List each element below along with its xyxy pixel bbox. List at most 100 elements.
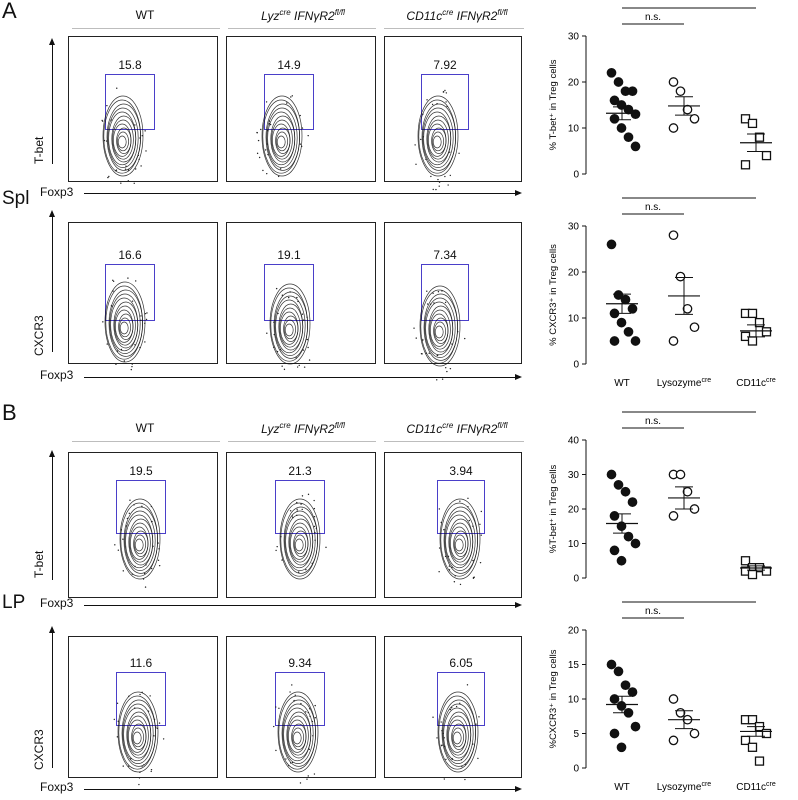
data-point	[616, 555, 627, 566]
data-point	[761, 327, 772, 337]
contour-blob	[266, 283, 311, 371]
data-point	[682, 104, 693, 115]
data-point	[761, 150, 772, 161]
gate-box	[275, 480, 325, 534]
data-point	[627, 497, 638, 507]
col-header-divider	[228, 28, 376, 29]
significance-label: *	[687, 190, 692, 197]
data-point	[606, 469, 617, 480]
gate-percentage: 14.9	[277, 58, 301, 72]
gate-box	[437, 480, 485, 534]
y-tick-label: 30	[568, 32, 580, 43]
significance-bracket: n.s.	[622, 606, 684, 619]
data-point	[606, 239, 617, 250]
data-point	[630, 538, 641, 549]
y-axis-label: % CXCR3⁺ in Treg cells	[548, 244, 559, 346]
data-point	[668, 77, 679, 87]
tissue-label-lp: LP	[2, 592, 26, 613]
y-tick-label: 20	[568, 505, 580, 516]
category-label: CD11ccre	[736, 377, 776, 389]
data-point	[747, 308, 758, 319]
contour-blob	[275, 493, 327, 580]
col-header-divider	[72, 441, 220, 442]
gate-box	[116, 480, 166, 534]
gate-percentage: 19.1	[277, 248, 301, 262]
data-point	[623, 326, 634, 337]
gate-box	[264, 74, 314, 130]
y-tick-label: 20	[568, 78, 580, 89]
data-point	[620, 294, 631, 305]
gate-percentage: 3.94	[449, 464, 473, 478]
y-tick-label: 10	[568, 314, 580, 325]
data-point	[620, 486, 631, 497]
data-point	[675, 707, 686, 718]
data-point	[761, 566, 772, 576]
y-tick-label: 20	[568, 626, 580, 637]
significance-label: n.s.	[645, 202, 661, 213]
data-point	[747, 118, 758, 129]
data-point	[754, 756, 765, 766]
data-point	[675, 86, 686, 97]
data-point	[668, 336, 679, 346]
x-axis-arrow	[84, 602, 522, 608]
y-tick-label: 10	[568, 695, 580, 706]
data-point	[606, 659, 617, 670]
significance-bracket: n.s.	[622, 12, 684, 25]
x-axis-label-foxp3: Foxp3	[40, 368, 74, 382]
x-axis-label-foxp3: Foxp3	[40, 185, 74, 199]
scatter-chart-lp-cxcr3: 0 5 10 15 20 %CXCR3⁺ in Treg cells n.s. * WT Lyso…	[548, 594, 776, 793]
significance-bracket: n.s.	[622, 202, 684, 215]
data-point	[668, 511, 679, 521]
contour-blob	[414, 89, 460, 191]
data-point	[623, 531, 634, 542]
category-label: Lysozymecre	[657, 377, 711, 389]
tissue-label-spl: Spl	[2, 188, 30, 209]
gate-percentage: 21.3	[288, 464, 312, 478]
data-point	[747, 569, 758, 580]
data-point	[630, 141, 641, 152]
data-point	[740, 556, 751, 566]
data-point	[675, 469, 686, 480]
gate-box	[105, 264, 155, 321]
data-point	[627, 86, 638, 97]
y-axis-arrow	[49, 626, 55, 768]
y-tick-label: 15	[568, 660, 580, 671]
col-header-cd11c: CD11ccre IFNγR2fl/fl	[406, 421, 508, 436]
contour-blob	[102, 277, 148, 371]
data-point	[613, 480, 624, 490]
y-axis-label: %T-bet⁺ in Treg cells	[548, 465, 559, 554]
data-point	[682, 486, 693, 497]
gate-percentage: 9.34	[288, 656, 312, 670]
col-header-divider	[228, 441, 376, 442]
x-axis-label-foxp3: Foxp3	[40, 780, 74, 794]
col-header-wt: WT	[135, 8, 155, 22]
data-point	[668, 123, 679, 133]
gate-percentage: 7.92	[433, 58, 457, 72]
contour-blob	[256, 95, 309, 178]
data-point	[616, 317, 627, 328]
contour-blob	[438, 497, 483, 586]
y-axis-label: % T-bet⁺ in Treg cells	[548, 59, 559, 150]
col-header-lyz: Lyzcre IFNγR2fl/fl	[261, 8, 345, 23]
scatter-chart-lp-tbet: 0 10 20 30 40 %T-bet⁺ in Treg cells n.s. **	[548, 404, 772, 585]
y-tick-label: 40	[568, 436, 580, 447]
flow-plot	[68, 36, 218, 182]
data-point	[627, 687, 638, 697]
col-header-divider	[384, 441, 524, 442]
data-point	[747, 715, 758, 725]
y-tick-label: 20	[568, 268, 580, 279]
data-point	[616, 123, 627, 133]
y-tick-label: 30	[568, 222, 580, 233]
gate-percentage: 11.6	[129, 656, 153, 670]
data-point	[613, 77, 624, 87]
data-point	[609, 336, 620, 346]
significance-bracket: *	[622, 0, 756, 9]
data-point	[630, 109, 641, 120]
data-point	[747, 742, 758, 752]
data-point	[689, 113, 700, 124]
y-tick-label: 5	[573, 729, 579, 740]
y-tick-label: 0	[573, 170, 579, 181]
significance-label: *	[687, 0, 692, 7]
data-point	[609, 545, 620, 556]
contour-blob	[432, 684, 480, 781]
